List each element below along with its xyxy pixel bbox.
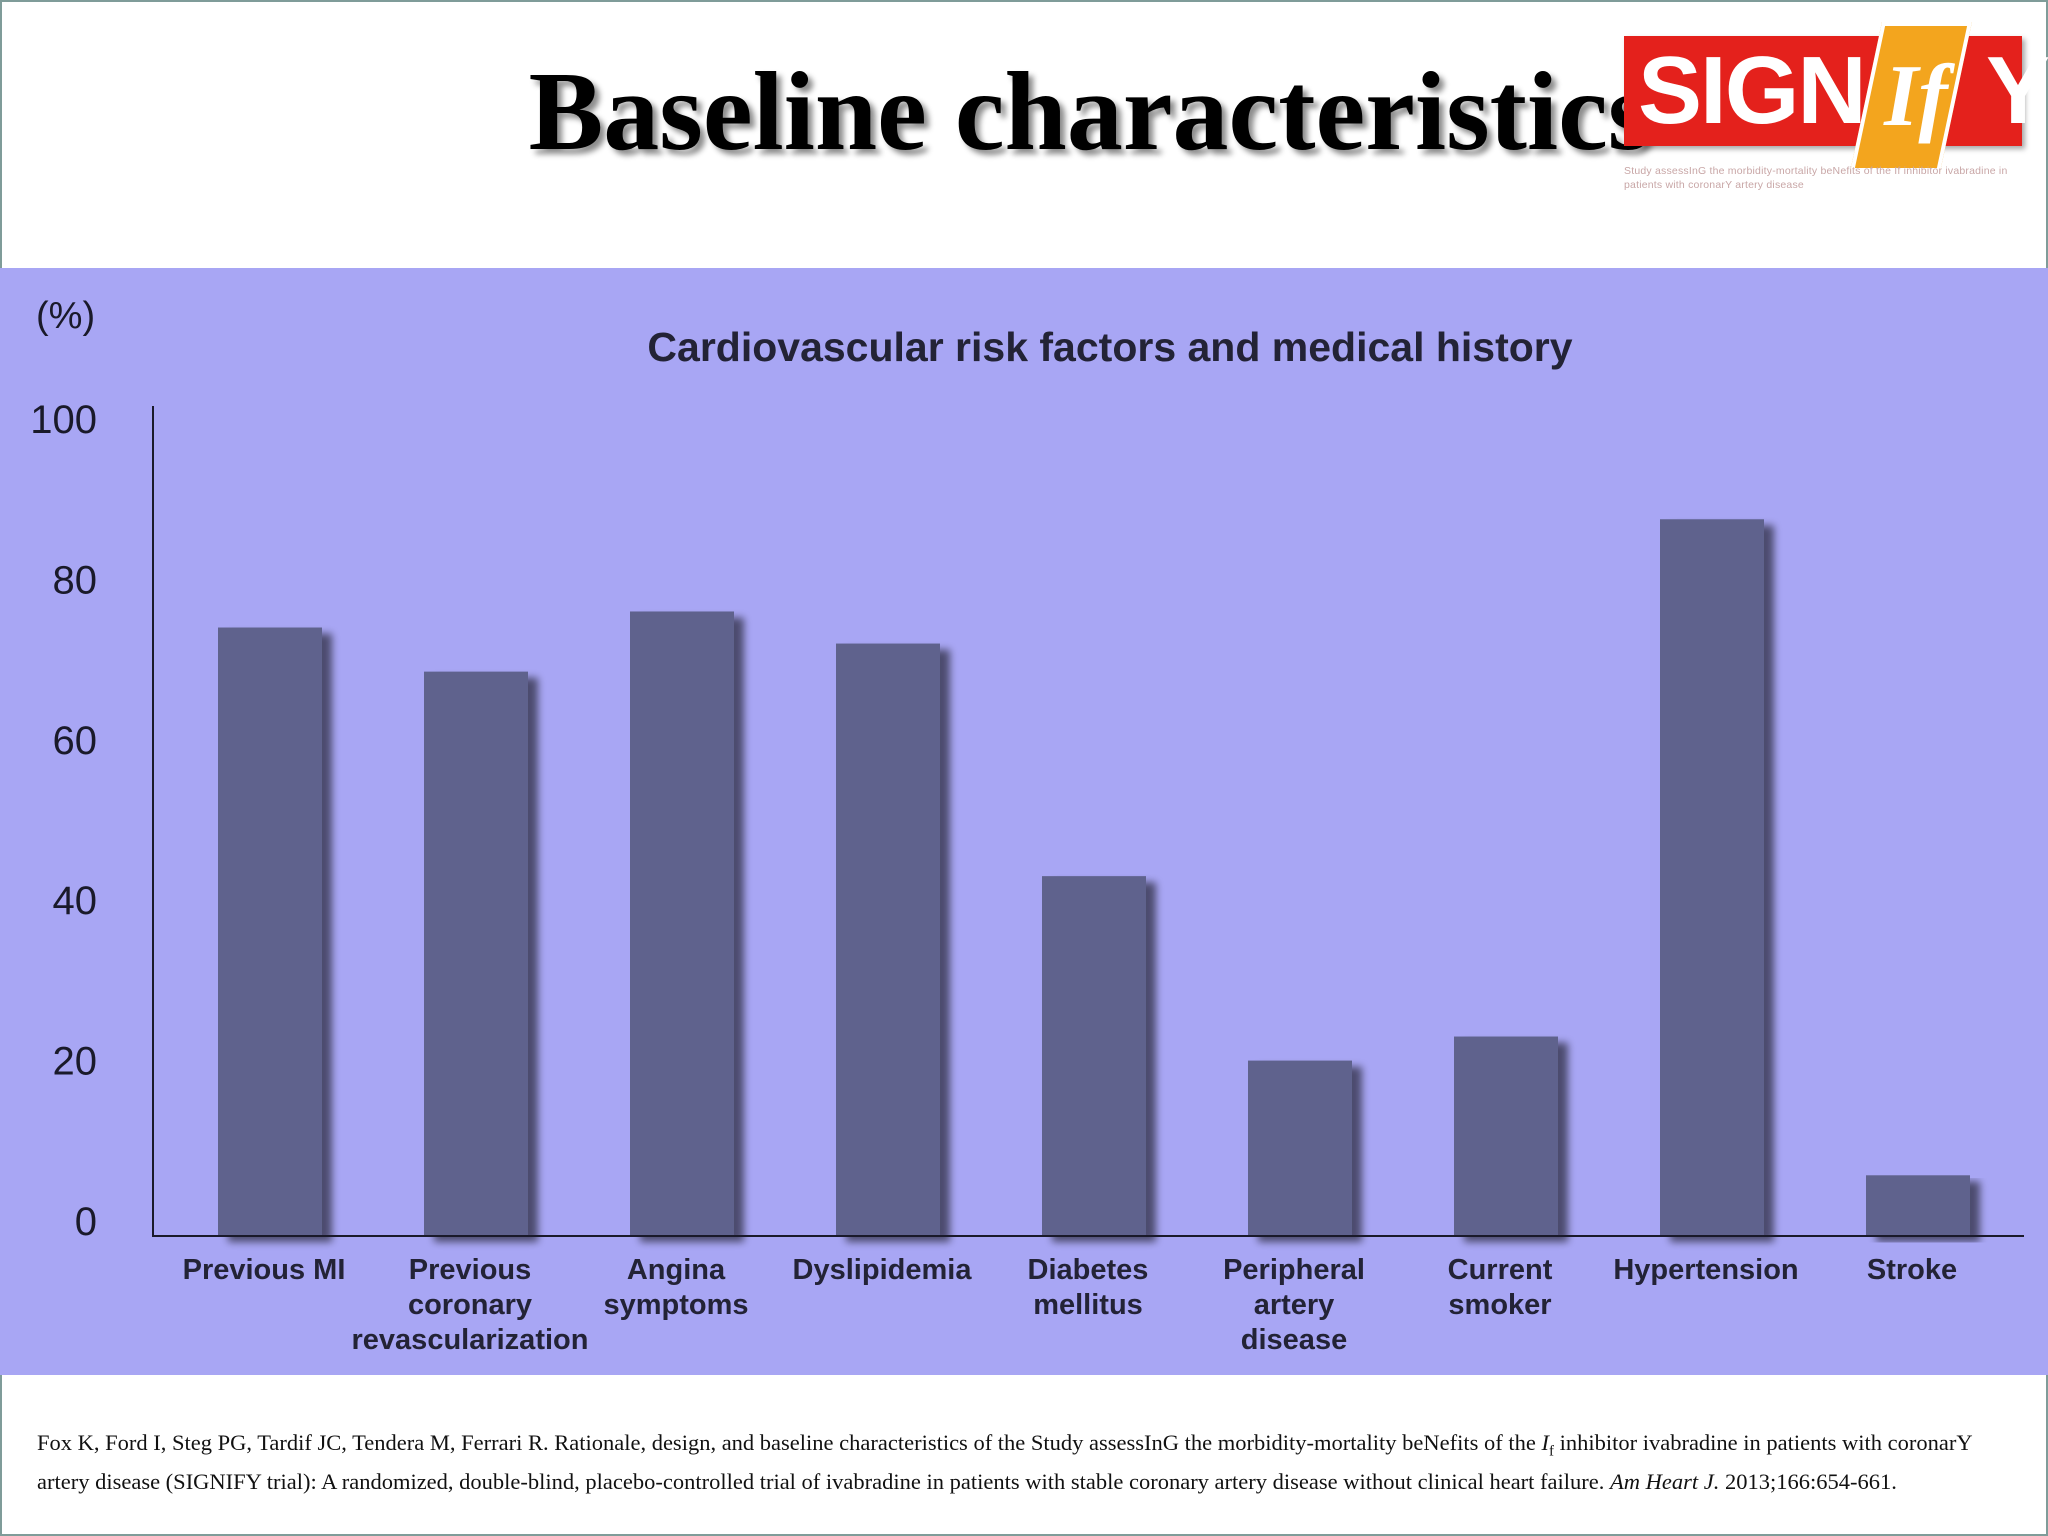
y-tick-label: 20	[53, 1040, 98, 1084]
bar-2	[630, 611, 734, 1236]
x-category-label: symptoms	[603, 1289, 748, 1321]
bar-0	[218, 627, 322, 1236]
bar-1	[424, 671, 528, 1236]
x-category-label: Hypertension	[1613, 1254, 1798, 1286]
x-category-label: mellitus	[1033, 1289, 1143, 1321]
x-category-label: Stroke	[1867, 1254, 1957, 1286]
ref-text-1: Fox K, Ford I, Steg PG, Tardif JC, Tende…	[37, 1430, 1542, 1455]
bar-5	[1248, 1060, 1352, 1236]
ref-i-subscript: f	[1548, 1443, 1554, 1460]
ref-text-2: inhibitor ivabradine in patients with co…	[37, 1430, 1972, 1494]
bar-chart: (%) Cardiovascular risk factors and medi…	[30, 295, 2024, 1356]
x-category-label: smoker	[1448, 1289, 1551, 1321]
bar-8	[1866, 1175, 1970, 1236]
bar-6	[1454, 1036, 1558, 1236]
bars-group	[218, 519, 1970, 1236]
x-category-label: Angina	[627, 1254, 726, 1286]
y-axis-unit-label: (%)	[36, 295, 95, 337]
logo-word-right: Y	[1986, 37, 2048, 144]
y-tick-label: 0	[75, 1200, 97, 1244]
reference-citation: Fox K, Ford I, Steg PG, Tardif JC, Tende…	[37, 1428, 2017, 1496]
logo-if-text: If	[1884, 48, 1948, 145]
slide-title: Baseline characteristics	[528, 50, 1652, 174]
bar-4	[1042, 876, 1146, 1236]
chart-title: Cardiovascular risk factors and medical …	[647, 324, 1572, 370]
x-category-label: Dyslipidemia	[793, 1254, 973, 1286]
chart-panel: (%) Cardiovascular risk factors and medi…	[0, 268, 2048, 1375]
y-tick-label: 100	[30, 398, 97, 442]
x-category-label: Previous	[409, 1254, 532, 1286]
ref-text-3: 2013;166:654-661.	[1719, 1468, 1897, 1494]
x-category-label: disease	[1241, 1324, 1347, 1356]
y-tick-label: 80	[53, 558, 98, 602]
y-axis-ticks: 0 20 40 60 80 100	[30, 398, 97, 1244]
bar-3	[836, 643, 940, 1236]
logo-word-left: SIGN	[1638, 37, 1867, 144]
logo-subtitle: Study assessInG the morbidity-mortality …	[1624, 165, 2008, 191]
x-category-label: Peripheral	[1223, 1254, 1365, 1286]
bar-7	[1660, 519, 1764, 1236]
logo-word: SIGN Y	[1638, 36, 2048, 146]
x-category-label: revascularization	[352, 1324, 589, 1356]
ref-journal: Am Heart J.	[1610, 1468, 1720, 1494]
ref-i-symbol: I	[1541, 1430, 1549, 1455]
signify-logo: SIGN Y If Study assessInG the morbidity-…	[1618, 22, 2048, 207]
x-category-label: Current	[1448, 1254, 1553, 1286]
y-tick-label: 60	[53, 719, 98, 763]
x-category-label: Previous MI	[183, 1254, 346, 1286]
y-tick-label: 40	[53, 879, 98, 923]
x-category-label: coronary	[408, 1289, 532, 1321]
x-category-label: artery	[1254, 1289, 1335, 1321]
x-axis-labels: Previous MI Previouscoronaryrevasculariza…	[183, 1254, 1958, 1356]
x-category-label: Diabetes	[1028, 1254, 1149, 1286]
